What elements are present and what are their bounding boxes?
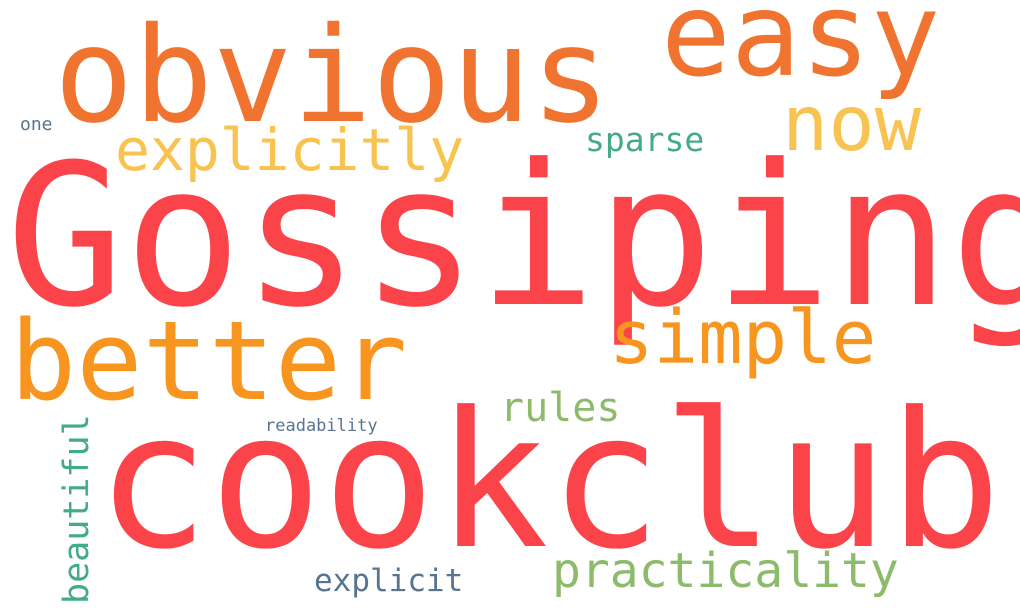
word-beautiful: beautiful [57, 414, 97, 604]
word-explicitly: explicitly [115, 116, 465, 184]
word-explicit: explicit [314, 563, 464, 599]
word-better: better [10, 297, 408, 425]
word-cookclub: cookclub [96, 372, 1002, 591]
word-practicality: practicality [552, 543, 899, 599]
word-gossiping: Gossiping [6, 123, 1020, 351]
word-now: now [782, 80, 922, 169]
word-obvious: obvious [54, 0, 611, 153]
word-one: one [20, 114, 53, 135]
word-simple: simple [609, 295, 877, 381]
word-sparse: sparse [585, 120, 705, 159]
word-rules: rules [500, 385, 621, 431]
word-easy: easy [661, 0, 941, 103]
word-readability: readability [265, 416, 378, 436]
